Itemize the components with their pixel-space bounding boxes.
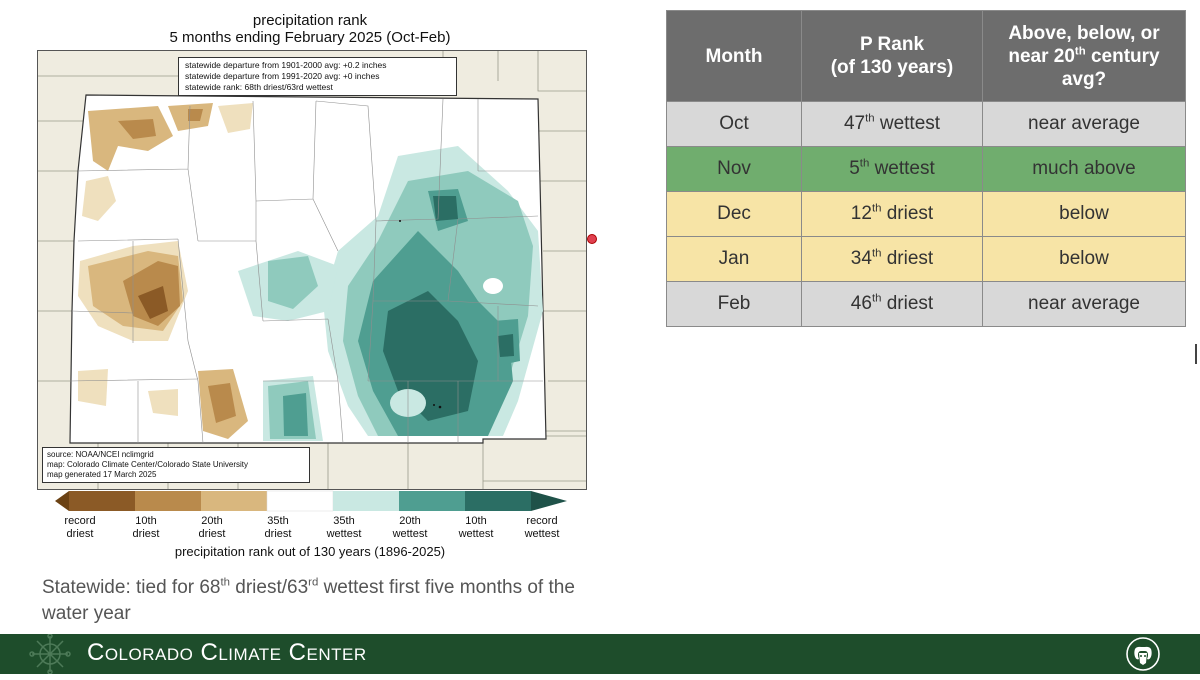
cell-rank: 46th driest — [801, 281, 983, 327]
cell-rank: 47th wettest — [801, 101, 983, 147]
legend-label: 20th wettest — [392, 515, 428, 540]
dry-anomaly-areas — [78, 103, 253, 439]
table-row: Dec 12th driest below — [666, 191, 1186, 237]
legend-caption: precipitation rank out of 130 years (189… — [174, 544, 446, 559]
stat-line: statewide rank: 68th driest/63rd wettest — [185, 82, 333, 92]
map-title-line2: 5 months ending February 2025 (Oct-Feb) — [169, 29, 451, 46]
stat-line: statewide departure from 1991-2020 avg: … — [185, 71, 380, 81]
colorado-map-svg — [38, 51, 586, 489]
cell-rank: 12th driest — [801, 191, 983, 237]
cell-status: near average — [982, 281, 1186, 327]
cell-month: Dec — [666, 191, 802, 237]
table-header-row: Month P Rank (of 130 years) Above, below,… — [666, 10, 1186, 102]
header-month: Month — [666, 10, 802, 102]
cell-month: Nov — [666, 146, 802, 192]
cell-status: much above — [982, 146, 1186, 192]
statewide-summary: Statewide: tied for 68th driest/63rd wet… — [42, 576, 575, 624]
cell-month: Jan — [666, 236, 802, 282]
legend-label: record wettest — [524, 515, 560, 540]
table-row: Nov 5th wettest much above — [666, 146, 1186, 192]
snowflake-decoration-icon — [29, 634, 71, 674]
cell-rank: 5th wettest — [801, 146, 983, 192]
cell-status: below — [982, 236, 1186, 282]
header-avg: Above, below, or near 20th century avg? — [982, 10, 1186, 102]
map-title-line1: precipitation rank — [252, 12, 368, 29]
edge-handle — [1195, 344, 1197, 364]
source-box: source: NOAA/NCEI nclimgrid map: Colorad… — [42, 447, 310, 483]
county-lines — [69, 98, 543, 444]
monthly-rank-table: Month P Rank (of 130 years) Above, below,… — [666, 10, 1186, 327]
table-row: Feb 46th driest near average — [666, 281, 1186, 327]
cell-status: near average — [982, 101, 1186, 147]
csu-ram-logo-icon — [1126, 637, 1160, 671]
legend-label: 10th wettest — [458, 515, 494, 540]
footer-title: Colorado Climate Center — [87, 639, 367, 666]
source-line: source: NOAA/NCEI nclimgrid — [47, 450, 154, 459]
statewide-stats-box: statewide departure from 1901-2000 avg: … — [178, 57, 457, 96]
map-title: precipitation rank 5 months ending Febru… — [40, 12, 580, 46]
cell-status: below — [982, 191, 1186, 237]
legend-label: 20th driest — [198, 515, 226, 540]
cell-rank: 34th driest — [801, 236, 983, 282]
legend-colorbar — [55, 490, 567, 512]
legend-label: 35th driest — [264, 515, 292, 540]
cell-month: Oct — [666, 101, 802, 147]
legend-label: 10th driest — [132, 515, 160, 540]
source-line: map: Colorado Climate Center/Colorado St… — [47, 460, 248, 469]
wet-anomaly-areas — [238, 146, 543, 441]
table-row: Jan 34th driest below — [666, 236, 1186, 282]
source-line: map generated 17 March 2025 — [47, 470, 157, 479]
table-row: Oct 47th wettest near average — [666, 101, 1186, 147]
precipitation-rank-map: statewide departure from 1901-2000 avg: … — [37, 50, 587, 490]
cell-month: Feb — [666, 281, 802, 327]
cursor-pointer — [587, 234, 597, 244]
legend-label: 35th wettest — [326, 515, 362, 540]
legend-label: record driest — [64, 515, 96, 540]
header-p-rank: P Rank (of 130 years) — [801, 10, 983, 102]
footer-bar: Colorado Climate Center — [0, 634, 1200, 674]
stat-line: statewide departure from 1901-2000 avg: … — [185, 60, 387, 70]
